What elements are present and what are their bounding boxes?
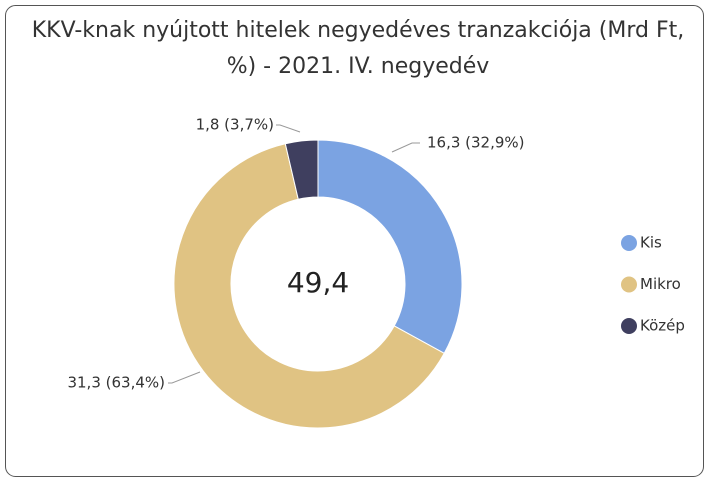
legend-swatch <box>621 235 637 251</box>
center-label: 49,4 <box>287 266 349 299</box>
donut-slice <box>173 143 445 429</box>
data-label: 1,8 (3,7%) <box>196 116 274 134</box>
legend-swatch <box>621 318 637 334</box>
chart-title: KKV-knak nyújtott hitelek negyedéves tra… <box>32 18 684 79</box>
donut-slice <box>284 139 319 200</box>
data-label: 31,3 (63,4%) <box>67 374 165 392</box>
legend-label: Közép <box>640 317 685 335</box>
data-label: 16,3 (32,9%) <box>427 134 525 152</box>
leader-line <box>276 124 301 133</box>
legend-swatch <box>621 276 637 293</box>
leader-line <box>391 142 420 153</box>
chart-frame <box>5 5 704 477</box>
legend-label: Kis <box>640 234 662 252</box>
legend-label: Mikro <box>640 275 681 293</box>
leader-line <box>168 371 201 384</box>
donut-slice <box>317 139 463 355</box>
